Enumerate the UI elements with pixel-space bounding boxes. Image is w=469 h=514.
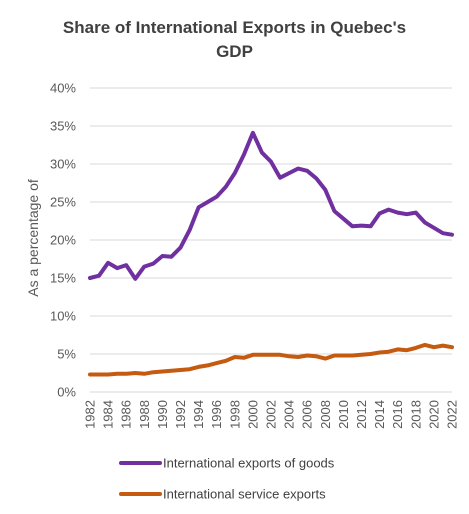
x-tick-label: 2012: [354, 400, 369, 429]
y-tick-label: 30%: [50, 157, 76, 172]
y-tick-label: 40%: [50, 81, 76, 96]
legend-label: International exports of goods: [163, 456, 335, 471]
x-tick-label: 1984: [101, 400, 116, 429]
y-axis-ticks: 0% 5% 10% 15% 20% 25% 30% 35% 40%: [50, 81, 76, 400]
y-tick-label: 15%: [50, 271, 76, 286]
x-tick-label: 2004: [282, 400, 297, 429]
legend: International exports of goods Internatio…: [119, 456, 335, 502]
x-tick-label: 2006: [300, 400, 315, 429]
series-line-goods-exports: [88, 130, 454, 281]
x-tick-label: 2014: [372, 400, 387, 429]
x-tick-label: 2002: [264, 400, 279, 429]
x-tick-label: 1994: [191, 400, 206, 429]
series-lines: [88, 130, 454, 377]
x-tick-label: 2020: [426, 400, 441, 429]
x-tick-label: 2022: [445, 400, 460, 429]
y-tick-label: 20%: [50, 233, 76, 248]
y-tick-label: 5%: [57, 347, 76, 362]
x-tick-label: 1988: [137, 400, 152, 429]
legend-label: International service exports: [163, 487, 326, 502]
x-tick-label: 1990: [155, 400, 170, 429]
x-tick-label: 1998: [227, 400, 242, 429]
y-tick-label: 25%: [50, 195, 76, 210]
y-tick-label: 10%: [50, 309, 76, 324]
x-tick-label: 2016: [390, 400, 405, 429]
x-tick-label: 2018: [408, 400, 423, 429]
y-tick-label: 0%: [57, 385, 76, 400]
x-tick-label: 1996: [209, 400, 224, 429]
chart-title-line2: GDP: [216, 42, 253, 61]
gridlines: [90, 87, 452, 393]
x-axis-ticks: 1982 1984 1986 1988 1990 1992 1994 1996 1998 2000…: [83, 400, 460, 429]
x-tick-label: 2000: [245, 400, 260, 429]
y-tick-label: 35%: [50, 119, 76, 134]
x-tick-label: 2008: [318, 400, 333, 429]
series-line-service-exports: [88, 342, 454, 377]
x-tick-label: 2010: [336, 400, 351, 429]
x-tick-label: 1992: [173, 400, 188, 429]
y-axis-label: As a percentage of: [25, 179, 41, 297]
x-tick-label: 1982: [83, 400, 98, 429]
x-tick-label: 1986: [119, 400, 134, 429]
chart-title-line1: Share of International Exports in Quebec…: [62, 18, 407, 37]
